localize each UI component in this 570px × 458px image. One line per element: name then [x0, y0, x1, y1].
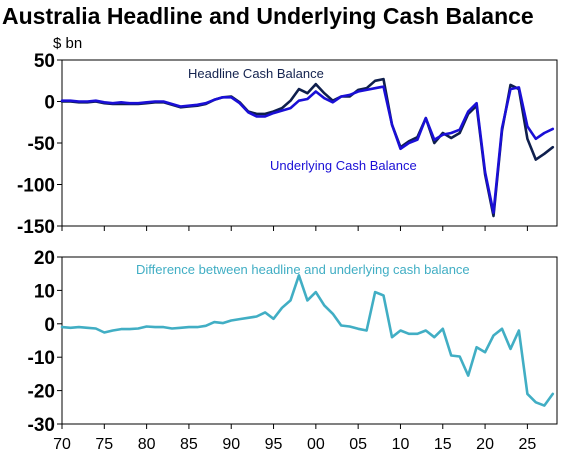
x-tick-label: 15	[434, 436, 452, 453]
bottom-panel-frame	[61, 256, 558, 425]
difference-series-label: Difference between headline and underlyi…	[136, 262, 470, 277]
x-tick-label: 20	[476, 436, 494, 453]
underlying-series-label: Underlying Cash Balance	[270, 158, 417, 173]
x-tick-label: 05	[349, 436, 367, 453]
chart-title: Australia Headline and Underlying Cash B…	[2, 3, 534, 29]
bottom-y-tick-label: 10	[34, 281, 55, 302]
x-tick-label: 80	[138, 436, 156, 453]
bottom-y-tick-label: -30	[28, 415, 55, 436]
top-y-tick-label: 0	[44, 93, 55, 114]
top-y-tick-label: -150	[17, 217, 55, 238]
bottom-y-tick-label: -10	[28, 348, 55, 369]
bottom-y-tick-label: 20	[34, 248, 55, 269]
x-tick-label: 85	[180, 436, 198, 453]
top-y-tick-label: 50	[34, 51, 55, 72]
x-tick-label: 25	[518, 436, 536, 453]
series-line-underlying	[60, 85, 555, 214]
headline-series-label: Headline Cash Balance	[188, 66, 324, 81]
x-tick-label: 75	[95, 436, 113, 453]
x-tick-label: 10	[392, 436, 410, 453]
x-tick-label: 70	[53, 436, 71, 453]
bottom-y-tick-label: -20	[28, 382, 55, 403]
top-y-tick-label: -50	[28, 134, 55, 155]
top-y-tick-label: -100	[17, 176, 55, 197]
x-tick-label: 95	[265, 436, 283, 453]
bottom-y-tick-label: 0	[44, 315, 55, 336]
x-tick-label: 00	[307, 436, 325, 453]
series-line-difference	[60, 274, 555, 407]
unit-label: $ bn	[53, 35, 82, 52]
x-tick-label: 90	[222, 436, 240, 453]
